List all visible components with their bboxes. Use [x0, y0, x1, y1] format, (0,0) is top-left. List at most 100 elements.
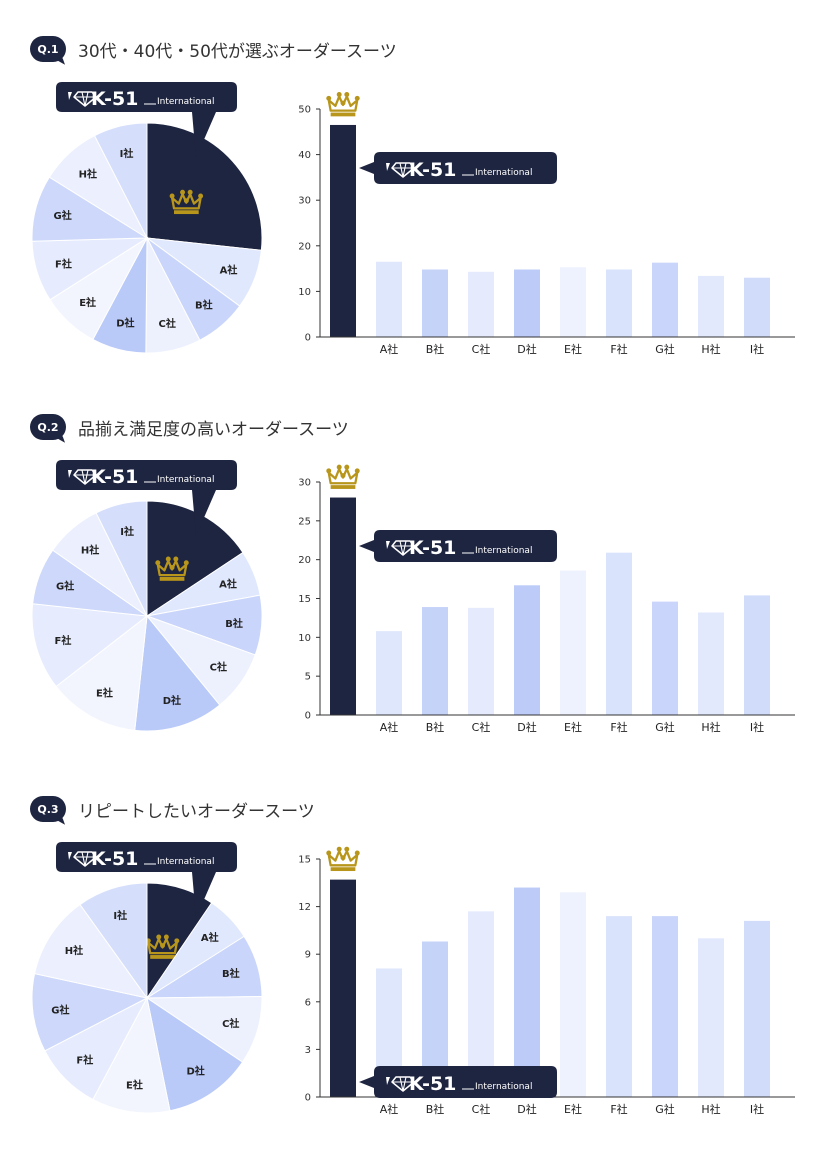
- brand-name: K-51: [91, 466, 138, 488]
- pie-chart: A社 B社 C社 D社 E社 F社 G社 H社 I社: [31, 122, 263, 354]
- brand-callout: K-51 International: [56, 82, 237, 158]
- chart-panel-q2: A社 B社 C社 D社 E社 F社 G社 H社 I社 K-51 International 0 5 10 1…: [31, 460, 795, 734]
- pie-chart: A社 B社 C社 D社 E社 F社 G社 H社 I社: [31, 882, 263, 1114]
- y-tick-label: 9: [305, 950, 311, 961]
- pie-slice: [92, 996, 171, 1114]
- y-tick-label: 40: [298, 150, 311, 161]
- pie-label: A社: [220, 264, 238, 277]
- brand-name: K-51: [91, 848, 138, 870]
- bar: [606, 269, 632, 337]
- pie-label: A社: [201, 931, 219, 944]
- question-title: リピートしたいオーダースーツ: [78, 801, 315, 822]
- bar: [330, 497, 356, 715]
- pie-label: D社: [116, 317, 134, 330]
- pie-label: B社: [225, 617, 243, 630]
- y-tick-label: 30: [298, 196, 311, 207]
- crown-jewel: [326, 95, 332, 101]
- pie-slice: [79, 882, 148, 1000]
- y-tick-label: 10: [298, 633, 311, 644]
- crown-base: [330, 485, 356, 489]
- brand-name: K-51: [91, 88, 138, 110]
- x-tick-label: D社: [517, 720, 536, 734]
- diamond-logo-icon: [68, 91, 97, 107]
- x-tick-label: G社: [655, 1102, 675, 1116]
- brand-sub: International: [475, 168, 532, 178]
- y-tick-label: 6: [305, 997, 311, 1008]
- diamond-outline: [73, 851, 97, 867]
- pie-slice: [134, 614, 221, 732]
- bar: [422, 607, 448, 715]
- x-tick-label: F社: [610, 342, 627, 356]
- crown-icon: [155, 556, 189, 581]
- crown-jewel: [344, 846, 350, 852]
- crown-jewel: [354, 95, 360, 101]
- y-tick-label: 5: [305, 672, 311, 683]
- x-tick-label: G社: [655, 720, 675, 734]
- x-tick-label: I社: [750, 1102, 764, 1116]
- crown-jewel: [336, 846, 342, 852]
- crown-jewel: [198, 193, 204, 199]
- bar: [652, 601, 678, 715]
- brand-name: K-51: [409, 1073, 456, 1095]
- bar: [514, 887, 540, 1097]
- diamond-outline: [391, 162, 415, 178]
- crown-jewel: [180, 189, 186, 195]
- bar: [698, 275, 724, 337]
- x-tick-label: E社: [564, 1102, 582, 1116]
- crown-icon: [326, 92, 360, 117]
- brand-name: K-51: [409, 159, 456, 181]
- bar: [376, 261, 402, 337]
- crown-jewel: [160, 943, 166, 949]
- bar: [560, 570, 586, 715]
- bar: [376, 631, 402, 715]
- x-tick-label: I社: [750, 720, 764, 734]
- crown-jewel: [165, 556, 171, 562]
- crown-jewel: [354, 850, 360, 856]
- crown-body: [147, 937, 178, 955]
- diamond-logo-icon: [386, 162, 415, 178]
- diamond-outline: [73, 469, 97, 485]
- crown-jewel: [354, 468, 360, 474]
- diamond-wing: [386, 541, 390, 549]
- diamond-logo-icon: [386, 1076, 415, 1092]
- pie-label: C社: [159, 317, 176, 330]
- diamond-outline: [391, 1076, 415, 1092]
- brand-callout: K-51 International: [359, 1066, 557, 1098]
- y-tick-label: 15: [298, 594, 311, 605]
- callout-shape: [56, 460, 237, 536]
- question-title: 30代・40代・50代が選ぶオーダースーツ: [78, 41, 397, 62]
- diamond-facets: [392, 162, 414, 178]
- x-tick-label: A社: [380, 720, 399, 734]
- x-tick-label: I社: [750, 342, 764, 356]
- crown-body: [327, 849, 359, 867]
- bar: [422, 269, 448, 337]
- diamond-logo-icon: [68, 469, 97, 485]
- pie-label: I社: [120, 147, 134, 160]
- diamond-logo-icon: [386, 540, 415, 556]
- pie-label: D社: [187, 1065, 205, 1078]
- diamond-wing: [68, 852, 72, 860]
- diamond-facets: [74, 469, 96, 485]
- x-tick-label: H社: [701, 342, 720, 356]
- y-tick-label: 30: [298, 478, 311, 489]
- pie-label: C社: [222, 1017, 239, 1030]
- brand-callout: K-51 International: [56, 842, 237, 918]
- diamond-wing: [386, 163, 390, 171]
- x-tick-label: C社: [472, 1102, 491, 1116]
- brand-callout: K-51 International: [359, 152, 557, 184]
- pie-label: A社: [219, 577, 237, 590]
- brand-callout: K-51 International: [56, 460, 237, 536]
- question-heading: Q.1 30代・40代・50代が選ぶオーダースーツ: [30, 36, 397, 62]
- diamond-wing: [68, 470, 72, 478]
- crown-jewel: [156, 934, 162, 940]
- x-tick-label: E社: [564, 720, 582, 734]
- crown-jewel: [326, 468, 332, 474]
- crown-body: [327, 95, 359, 112]
- pie-label: B社: [195, 298, 213, 311]
- x-tick-label: A社: [380, 1102, 399, 1116]
- crown-jewel: [344, 92, 350, 97]
- question-badge: Q.3: [30, 796, 66, 822]
- question-heading: Q.3 リピートしたいオーダースーツ: [30, 796, 315, 822]
- crown-jewel: [326, 850, 332, 856]
- x-tick-label: D社: [517, 342, 536, 356]
